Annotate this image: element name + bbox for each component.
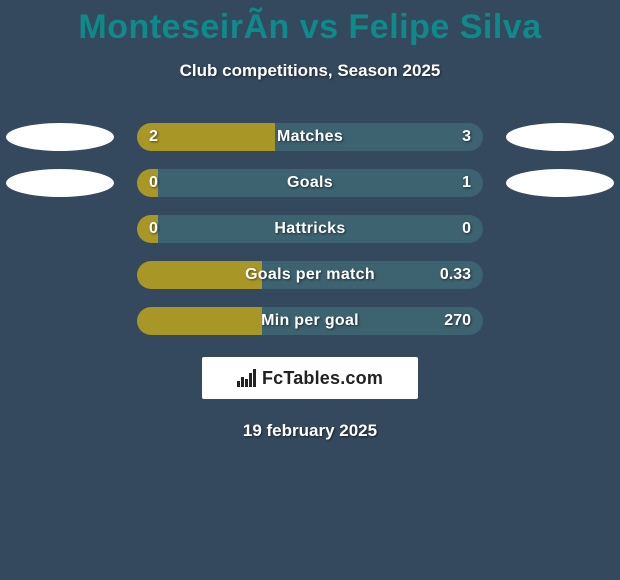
stat-label: Goals [137,174,483,192]
stat-value-right: 270 [444,312,471,330]
stat-label: Goals per match [137,266,483,284]
player-right-name: Felipe Silva [349,8,542,46]
stat-row: Goals0 1 [0,169,620,197]
page-title: MonteseirÃ­n vs Felipe Silva [78,8,541,47]
stat-value-left: 0 [149,174,158,192]
stat-bar: Goals per match0.33 [137,261,483,289]
stat-bar: Hattricks0 0 [137,215,483,243]
stat-value-right: 0.33 [440,266,471,284]
stat-value-left: 0 [149,220,158,238]
stat-row: Hattricks0 0 [0,215,620,243]
stat-value-right: 1 [462,174,471,192]
stat-label: Hattricks [137,220,483,238]
player-left-name: MonteseirÃ­n [78,8,289,46]
stat-bar: Min per goal270 [137,307,483,335]
player-left-badge [6,169,114,197]
stat-row: Matches2 3 [0,123,620,151]
stat-bar: Goals0 1 [137,169,483,197]
player-right-badge [506,123,614,151]
subtitle: Club competitions, Season 2025 [180,61,441,81]
player-right-badge [506,169,614,197]
stat-row: Goals per match0.33 [0,261,620,289]
stat-value-left: 2 [149,128,158,146]
stat-label: Min per goal [137,312,483,330]
title-joiner: vs [290,8,349,46]
stat-value-right: 0 [462,220,471,238]
player-left-badge [6,123,114,151]
date: 19 february 2025 [243,421,377,441]
stat-label: Matches [137,128,483,146]
logo-text: FcTables.com [262,368,383,389]
stat-row: Min per goal270 [0,307,620,335]
comparison-infographic: MonteseirÃ­n vs Felipe Silva Club compet… [0,0,620,441]
bar-chart-icon [237,369,256,387]
fctables-logo[interactable]: FcTables.com [202,357,418,399]
stat-rows: Matches23Goals01Hattricks00Goals per mat… [0,123,620,335]
stat-value-right: 3 [462,128,471,146]
stat-bar: Matches2 3 [137,123,483,151]
